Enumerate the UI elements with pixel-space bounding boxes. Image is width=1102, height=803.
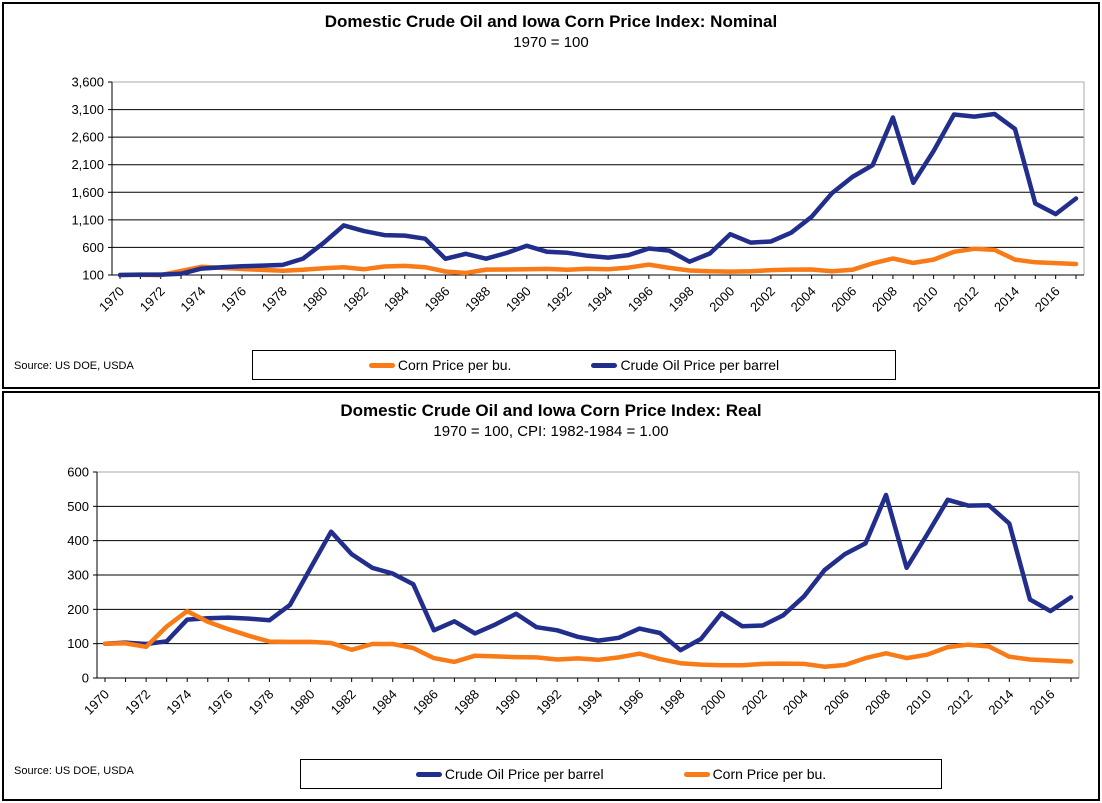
svg-text:1970: 1970 <box>81 687 112 718</box>
svg-text:1970: 1970 <box>96 284 127 315</box>
svg-text:1982: 1982 <box>340 284 371 315</box>
svg-text:1996: 1996 <box>625 284 656 315</box>
legend-item-corn: Corn Price per bu. <box>368 357 512 373</box>
svg-text:2006: 2006 <box>821 687 852 718</box>
svg-text:2004: 2004 <box>788 284 819 315</box>
svg-text:1976: 1976 <box>204 687 235 718</box>
svg-text:2014: 2014 <box>991 284 1022 315</box>
svg-text:300: 300 <box>67 568 89 583</box>
svg-text:2008: 2008 <box>869 284 900 315</box>
svg-text:1986: 1986 <box>410 687 441 718</box>
svg-text:1972: 1972 <box>137 284 168 315</box>
svg-text:1998: 1998 <box>666 284 697 315</box>
svg-text:500: 500 <box>67 499 89 514</box>
chart-title-real: Domestic Crude Oil and Iowa Corn Price I… <box>340 401 762 420</box>
svg-text:1980: 1980 <box>287 687 318 718</box>
svg-text:1,600: 1,600 <box>71 185 104 200</box>
svg-text:2008: 2008 <box>862 687 893 718</box>
svg-text:1994: 1994 <box>574 687 605 718</box>
svg-text:1984: 1984 <box>369 687 400 718</box>
svg-text:1990: 1990 <box>492 687 523 718</box>
svg-text:3,600: 3,600 <box>71 75 104 90</box>
svg-text:3,100: 3,100 <box>71 102 104 117</box>
svg-text:1988: 1988 <box>462 284 493 315</box>
nominal-line-chart: 100 600 1,100 1,600 2,100 2,600 3,100 3,600 1970… <box>71 75 1085 315</box>
svg-text:1992: 1992 <box>544 284 575 315</box>
svg-text:2000: 2000 <box>706 284 737 315</box>
svg-text:2,100: 2,100 <box>71 157 104 172</box>
svg-text:1990: 1990 <box>503 284 534 315</box>
svg-text:2012: 2012 <box>944 687 975 718</box>
svg-text:0: 0 <box>82 671 89 686</box>
svg-text:1978: 1978 <box>245 687 276 718</box>
svg-text:2012: 2012 <box>950 284 981 315</box>
nominal-chart-inner: 100 600 1,100 1,600 2,100 2,600 3,100 3,600 1970… <box>4 4 1098 387</box>
chart-title-nominal: Domestic Crude Oil and Iowa Corn Price I… <box>324 12 778 31</box>
legend-label-crude: Crude Oil Price per barrel <box>444 766 604 782</box>
svg-text:1974: 1974 <box>163 687 194 718</box>
crude-line-swatch <box>591 362 618 368</box>
crude-line-swatch <box>415 771 442 777</box>
legend-nominal: Corn Price per bu. Crude Oil Price per b… <box>252 350 896 380</box>
real-line-chart: 0 100 200 300 400 500 600 1970 1972 1974 1976 1978 1… <box>67 465 1080 718</box>
svg-text:2016: 2016 <box>1027 687 1058 718</box>
svg-text:1980: 1980 <box>299 284 330 315</box>
svg-text:400: 400 <box>67 533 89 548</box>
svg-text:2016: 2016 <box>1032 284 1063 315</box>
svg-text:100: 100 <box>67 636 89 651</box>
legend-real: Crude Oil Price per barrel Corn Price pe… <box>300 759 942 789</box>
svg-text:2004: 2004 <box>780 687 811 718</box>
svg-text:1984: 1984 <box>381 284 412 315</box>
chart-subtitle-nominal: 1970 = 100 <box>513 34 589 51</box>
svg-text:2,600: 2,600 <box>71 130 104 145</box>
svg-text:1974: 1974 <box>177 284 208 315</box>
svg-text:1972: 1972 <box>122 687 153 718</box>
svg-text:1982: 1982 <box>328 687 359 718</box>
svg-text:1986: 1986 <box>422 284 453 315</box>
svg-text:2010: 2010 <box>910 284 941 315</box>
legend-item-crude: Crude Oil Price per barrel <box>591 357 779 373</box>
svg-text:1,100: 1,100 <box>71 212 104 227</box>
svg-text:600: 600 <box>82 240 104 255</box>
real-chart-panel: 0 100 200 300 400 500 600 1970 1972 1974 1976 1978 1… <box>2 391 1100 801</box>
svg-text:100: 100 <box>82 268 104 283</box>
legend-item-crude: Crude Oil Price per barrel <box>415 766 604 782</box>
svg-text:2006: 2006 <box>828 284 859 315</box>
source-note-real: Source: US DOE, USDA <box>14 765 134 777</box>
svg-text:1996: 1996 <box>615 687 646 718</box>
chart-subtitle-real: 1970 = 100, CPI: 1982-1984 = 1.00 <box>433 423 669 440</box>
corn-line-swatch <box>368 362 395 368</box>
source-note-nominal: Source: US DOE, USDA <box>14 360 134 372</box>
legend-item-corn: Corn Price per bu. <box>683 766 827 782</box>
svg-text:1976: 1976 <box>218 284 249 315</box>
svg-text:2002: 2002 <box>739 687 770 718</box>
legend-label-corn: Corn Price per bu. <box>712 766 827 782</box>
svg-text:2010: 2010 <box>903 687 934 718</box>
svg-text:600: 600 <box>67 465 89 480</box>
svg-text:1978: 1978 <box>259 284 290 315</box>
corn-line-swatch <box>683 771 710 777</box>
svg-text:1988: 1988 <box>451 687 482 718</box>
svg-text:2002: 2002 <box>747 284 778 315</box>
svg-text:200: 200 <box>67 602 89 617</box>
legend-label-corn: Corn Price per bu. <box>397 357 512 373</box>
legend-label-crude: Crude Oil Price per barrel <box>620 357 780 373</box>
nominal-chart-panel: 100 600 1,100 1,600 2,100 2,600 3,100 3,600 1970… <box>2 2 1100 389</box>
svg-text:1992: 1992 <box>533 687 564 718</box>
svg-text:2014: 2014 <box>985 687 1016 718</box>
real-chart-inner: 0 100 200 300 400 500 600 1970 1972 1974 1976 1978 1… <box>4 393 1098 799</box>
svg-text:1998: 1998 <box>657 687 688 718</box>
svg-text:1994: 1994 <box>584 284 615 315</box>
svg-text:2000: 2000 <box>698 687 729 718</box>
